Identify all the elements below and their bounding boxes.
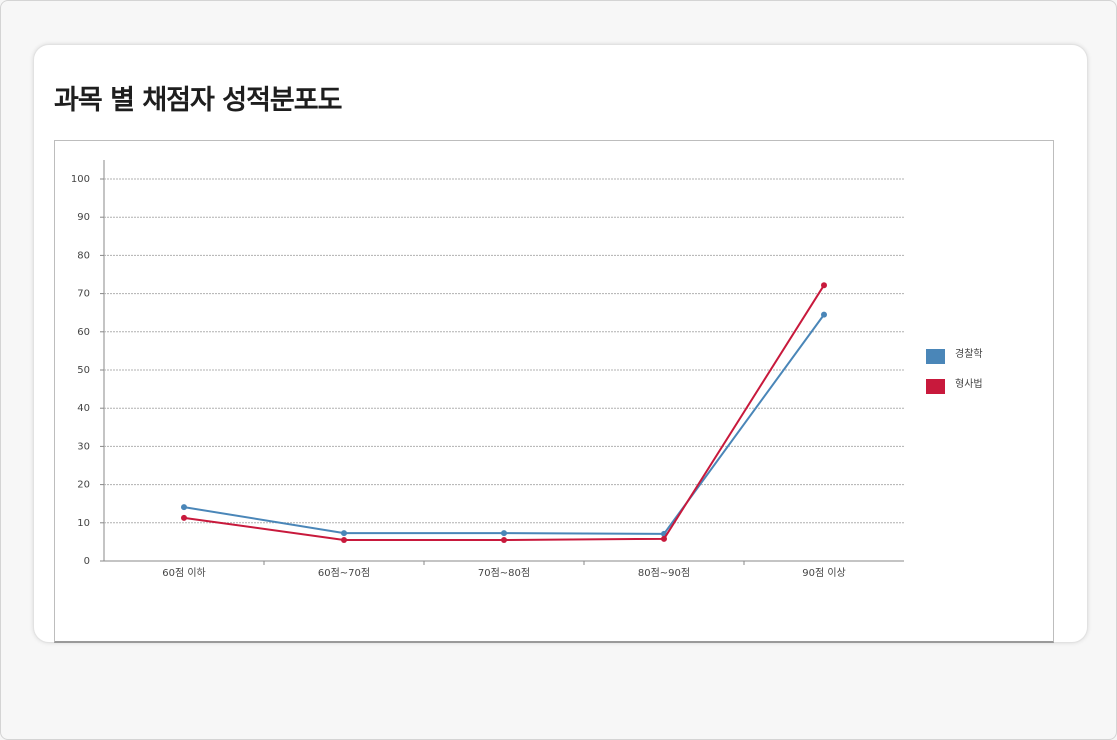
x-tick-label: 80점~90점 xyxy=(638,567,690,579)
y-tick-label: 80 xyxy=(77,250,90,261)
line xyxy=(183,314,825,535)
x-tick-label: 90점 이상 xyxy=(802,567,846,579)
y-tick-label: 30 xyxy=(77,441,90,452)
x-tick-label: 70점~80점 xyxy=(478,567,530,579)
y-tick-label: 10 xyxy=(77,518,90,529)
y-tick-label: 50 xyxy=(77,365,90,376)
point xyxy=(661,535,667,542)
line xyxy=(183,284,825,541)
y-tick-label: 90 xyxy=(77,212,90,223)
point xyxy=(821,282,827,289)
x-tick-label: 60점~70점 xyxy=(318,567,370,579)
point xyxy=(341,536,347,543)
legend-swatch xyxy=(926,349,945,364)
point xyxy=(341,530,347,537)
chart-title: 과목 별 채점자 성적분포도 xyxy=(54,85,342,116)
point xyxy=(821,311,827,318)
point xyxy=(181,514,187,521)
y-tick-label: 40 xyxy=(77,403,90,414)
y-tick-label: 60 xyxy=(77,327,90,338)
x-tick-label: 60점 이하 xyxy=(162,566,206,579)
legend-label: 형사법 xyxy=(955,378,983,390)
legend-label: 경찰학 xyxy=(955,347,983,360)
point xyxy=(501,536,507,543)
y-tick-label: 20 xyxy=(77,480,90,491)
legend-swatch xyxy=(926,379,945,394)
point xyxy=(181,504,187,511)
y-tick-label: 70 xyxy=(77,289,90,300)
y-tick-label: 0 xyxy=(84,556,90,567)
y-tick-label: 100 xyxy=(71,174,90,185)
chart-box xyxy=(54,140,1054,643)
point xyxy=(501,530,507,537)
